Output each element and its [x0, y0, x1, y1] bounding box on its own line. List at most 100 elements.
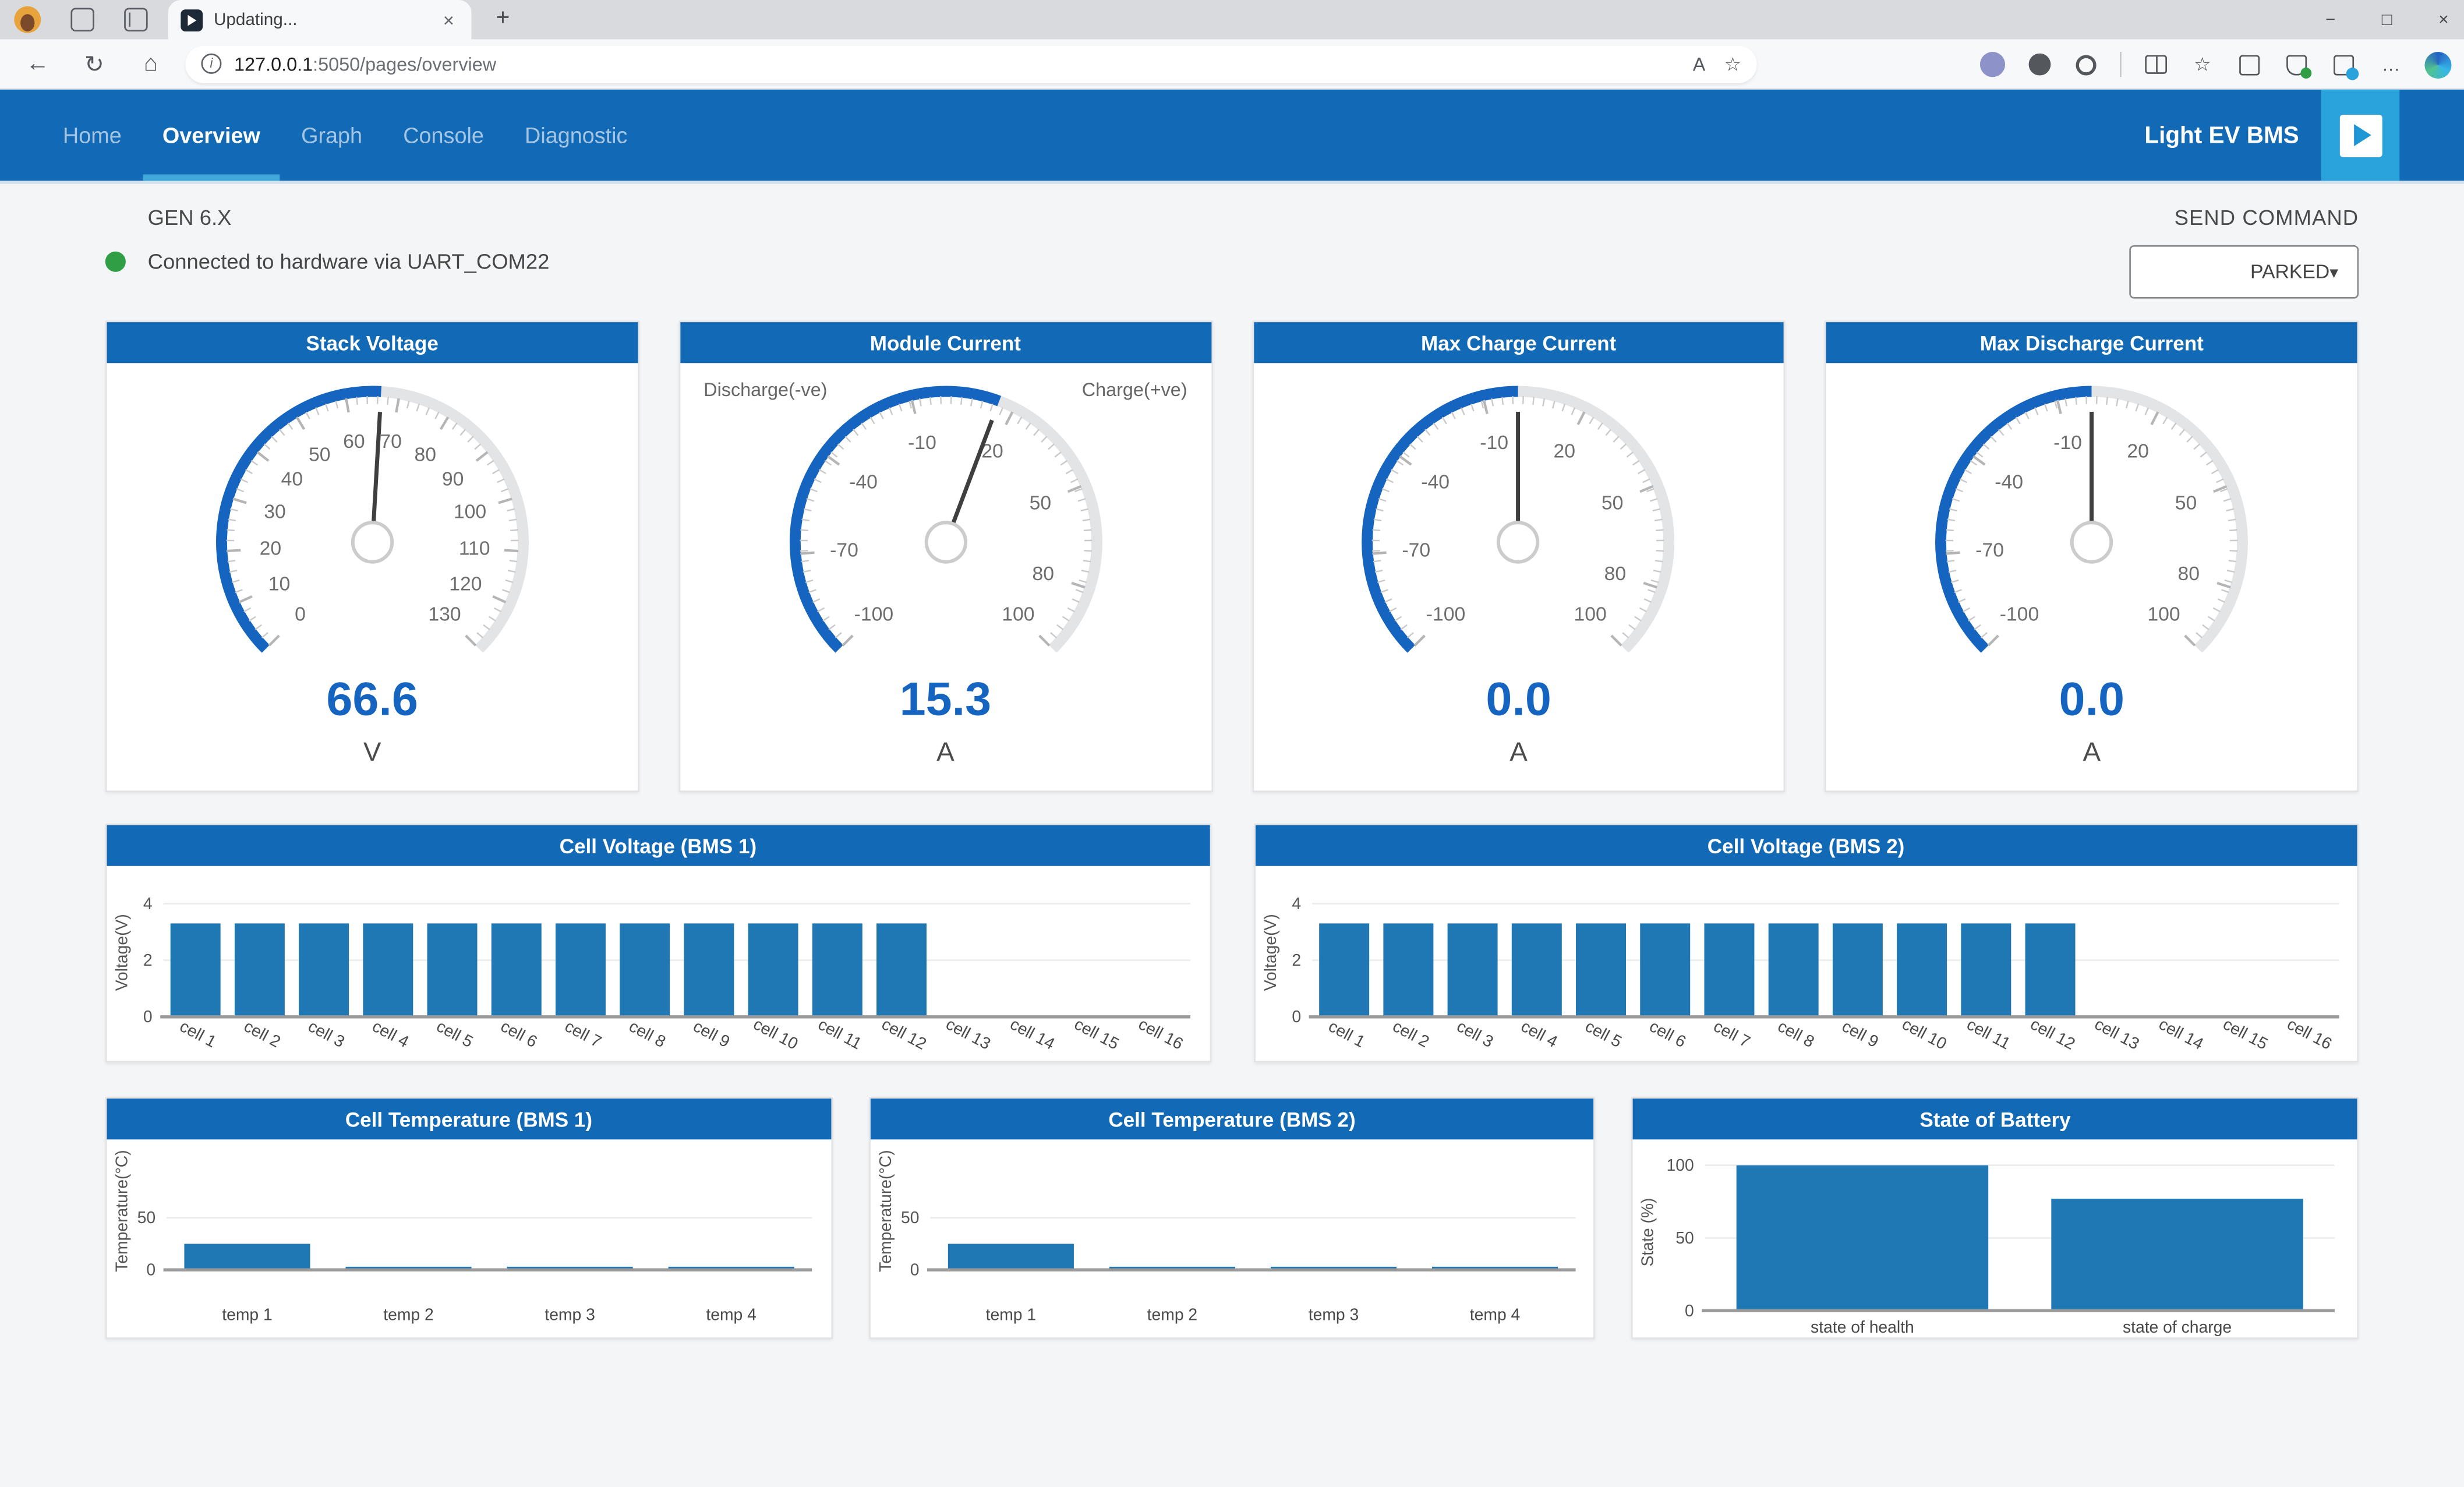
gauge-minor-tick — [1970, 460, 1978, 466]
gauge-minor-tick — [802, 570, 811, 573]
x-tick-label: cell 13 — [943, 1014, 994, 1053]
bar — [1575, 923, 1625, 1017]
account-avatar-icon[interactable] — [1978, 51, 2005, 78]
site-info-icon[interactable]: i — [201, 53, 222, 74]
x-tick-label: cell 12 — [879, 1014, 929, 1053]
sidebar-icon[interactable] — [2331, 51, 2359, 80]
gauge-canvas: -100 -70 -40 -10 20 50 80 100 — [1362, 386, 1675, 653]
x-tick-label: cell 13 — [2091, 1014, 2141, 1053]
tab-actions-icon[interactable] — [124, 8, 148, 31]
bar — [876, 923, 927, 1017]
x-tick-label: cell 4 — [1517, 1016, 1560, 1051]
chart-canvas: 0 50 100 state of health state of charge Stat… — [1639, 1156, 2335, 1336]
settings-ellipsis-icon[interactable]: … — [2381, 53, 2401, 76]
y-tick-label: 100 — [1667, 1156, 1694, 1174]
gauge-needle — [370, 412, 382, 543]
y-tick-label: 0 — [1291, 1007, 1300, 1026]
nav-item-home[interactable]: Home — [62, 122, 122, 148]
gauge-major-tick — [2216, 581, 2232, 589]
refresh-icon[interactable]: ↻ — [84, 51, 104, 78]
chevron-down-icon: ▾ — [2329, 263, 2339, 282]
x-tick-label: cell 12 — [2027, 1014, 2077, 1053]
gauge-minor-tick — [508, 518, 517, 521]
gauge-unit: A — [936, 737, 955, 767]
browser-tab[interactable]: Updating... × — [168, 0, 472, 40]
gauge-fill-arc — [789, 386, 1001, 653]
card-title: Max Discharge Current — [1979, 331, 2204, 355]
favorite-star-icon[interactable]: ☆ — [1724, 52, 1741, 75]
split-screen-icon[interactable] — [2142, 51, 2169, 78]
new-tab-button[interactable]: + — [496, 5, 510, 31]
y-tick-label: 2 — [143, 951, 153, 969]
card-max-discharge-current: Max Discharge Current -100 -70 -40 -10 20 50 8… — [1825, 320, 2359, 792]
gauge-minor-tick — [1374, 518, 1383, 521]
gauge-minor-tick — [2211, 469, 2219, 475]
extension-icon-1[interactable] — [2025, 51, 2052, 78]
nav-item-console[interactable]: Console — [403, 122, 484, 148]
gauge-hub — [924, 521, 967, 564]
command-dropdown[interactable]: PARKED ▾ — [2129, 245, 2359, 299]
window-minimize-button[interactable]: − — [2325, 10, 2336, 29]
gauge-tick-label: 50 — [309, 444, 331, 466]
gauge-minor-tick — [928, 397, 931, 405]
window-maximize-button[interactable]: □ — [2381, 10, 2392, 29]
gauge-minor-tick — [254, 624, 262, 630]
gauge-major-tick — [232, 497, 247, 504]
gauge-minor-tick — [1656, 529, 1664, 532]
copilot-icon[interactable] — [2424, 51, 2452, 78]
run-play-button[interactable] — [2321, 89, 2400, 181]
gauge-minor-tick — [1074, 589, 1083, 594]
gauge-tick-label: 20 — [2127, 440, 2150, 462]
tab-close-icon[interactable]: × — [443, 8, 454, 31]
gauge-minor-tick — [1947, 518, 1956, 521]
gauge-value: 15.3 — [899, 674, 992, 726]
gauge-minor-tick — [1082, 560, 1091, 563]
gauge-minor-tick — [800, 529, 808, 532]
card-header: Cell Voltage (BMS 2) — [1254, 825, 2357, 866]
shield-icon[interactable] — [2283, 51, 2312, 78]
card-title: Cell Temperature (BMS 1) — [345, 1107, 593, 1131]
gauge-minor-tick — [2208, 616, 2216, 621]
x-tick-label: temp 3 — [1308, 1305, 1359, 1324]
gauge-minor-tick — [1968, 616, 1976, 621]
x-tick-label: state of charge — [2123, 1318, 2232, 1336]
home-icon[interactable]: ⌂ — [143, 50, 158, 77]
gauge-minor-tick — [2006, 422, 2013, 430]
gauge-major-tick — [1972, 455, 1986, 466]
gauge-minor-tick — [474, 443, 481, 450]
gauge-minor-tick — [1083, 529, 1091, 532]
window-close-button[interactable]: × — [2438, 10, 2449, 29]
y-tick-label: 0 — [1685, 1301, 1695, 1320]
gauge-major-tick — [344, 398, 350, 413]
gauge-major-tick — [394, 398, 400, 413]
gauge-tick-label: 110 — [458, 537, 490, 559]
extension-icon-2[interactable] — [2073, 51, 2099, 78]
gauge-minor-tick — [1481, 400, 1485, 409]
url-text[interactable]: 127.0.0.1:5050/pages/overview — [234, 52, 1674, 75]
gauge-minor-tick — [1632, 460, 1641, 466]
workspaces-icon[interactable] — [70, 8, 94, 31]
gauge-minor-tick — [813, 478, 821, 483]
x-tick-label: cell 14 — [2155, 1014, 2206, 1053]
nav-item-diagnostic[interactable]: Diagnostic — [525, 122, 628, 148]
browser-profile-avatar[interactable] — [14, 6, 41, 33]
back-icon[interactable]: ← — [26, 50, 50, 77]
x-tick-label: temp 2 — [383, 1305, 434, 1324]
collections-star-icon[interactable]: ☆ — [2194, 53, 2211, 76]
gauge-minor-tick — [1946, 529, 1954, 532]
nav-item-overview[interactable]: Overview — [143, 90, 280, 181]
nav-item-graph[interactable]: Graph — [301, 122, 363, 148]
gauge-minor-tick — [1562, 403, 1567, 412]
gauge-hub — [351, 521, 394, 564]
gauge-minor-tick — [229, 508, 238, 512]
card-header: Max Discharge Current — [1826, 322, 2357, 363]
x-tick-label: cell 8 — [1774, 1016, 1816, 1051]
read-aloud-icon[interactable]: A — [1692, 52, 1706, 75]
gauge-minor-tick — [1397, 460, 1405, 466]
address-bar[interactable]: i 127.0.0.1:5050/pages/overview A ☆ — [185, 44, 1757, 83]
gauge-minor-tick — [236, 488, 244, 493]
browser-essentials-icon[interactable] — [2236, 51, 2263, 78]
gauge-minor-tick — [2075, 397, 2078, 405]
gauge-minor-tick — [510, 529, 518, 532]
gauge-minor-tick — [1650, 498, 1659, 502]
